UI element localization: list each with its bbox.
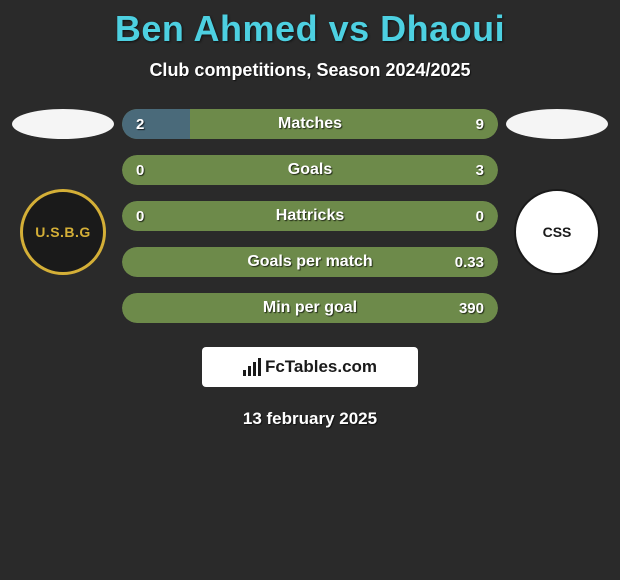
- stat-right-value: 0.33: [444, 254, 484, 271]
- stat-label: Goals: [288, 161, 332, 179]
- stat-bars: 2 Matches 9 0 Goals 3 0 Hattricks 0 Goals per mat…: [118, 109, 502, 323]
- stat-left-value: 0: [136, 208, 176, 225]
- left-team-col: U.S.B.G: [8, 109, 118, 275]
- stat-bar: 0 Hattricks 0: [122, 201, 498, 231]
- comparison-infographic: Ben Ahmed vs Dhaoui Club competitions, S…: [0, 0, 620, 429]
- stat-left-value: 2: [136, 116, 176, 133]
- stat-left-value: 0: [136, 162, 176, 179]
- stat-label: Goals per match: [247, 253, 372, 271]
- bar-chart-icon: [243, 358, 261, 376]
- stat-label: Matches: [278, 115, 342, 133]
- right-team-badge-text: CSS: [543, 224, 572, 240]
- left-team-badge-text: U.S.B.G: [35, 224, 91, 240]
- right-team-badge: CSS: [514, 189, 600, 275]
- main-row: U.S.B.G 2 Matches 9 0 Goals 3 0 Hattricks 0 Goals…: [0, 109, 620, 323]
- stat-label: Min per goal: [263, 299, 357, 317]
- right-team-col: CSS: [502, 109, 612, 275]
- stat-bar: Goals per match 0.33: [122, 247, 498, 277]
- stat-right-value: 390: [444, 300, 484, 317]
- stat-right-value: 3: [444, 162, 484, 179]
- brand-box: FcTables.com: [202, 347, 418, 387]
- left-team-badge: U.S.B.G: [20, 189, 106, 275]
- stat-right-value: 9: [444, 116, 484, 133]
- footer-date: 13 february 2025: [0, 409, 620, 429]
- page-title: Ben Ahmed vs Dhaoui: [0, 8, 620, 50]
- brand-text: FcTables.com: [265, 357, 377, 377]
- stat-bar: Min per goal 390: [122, 293, 498, 323]
- stat-label: Hattricks: [276, 207, 344, 225]
- subtitle: Club competitions, Season 2024/2025: [0, 60, 620, 81]
- stat-bar: 2 Matches 9: [122, 109, 498, 139]
- stat-right-value: 0: [444, 208, 484, 225]
- left-flag-placeholder: [12, 109, 114, 139]
- right-flag-placeholder: [506, 109, 608, 139]
- stat-bar: 0 Goals 3: [122, 155, 498, 185]
